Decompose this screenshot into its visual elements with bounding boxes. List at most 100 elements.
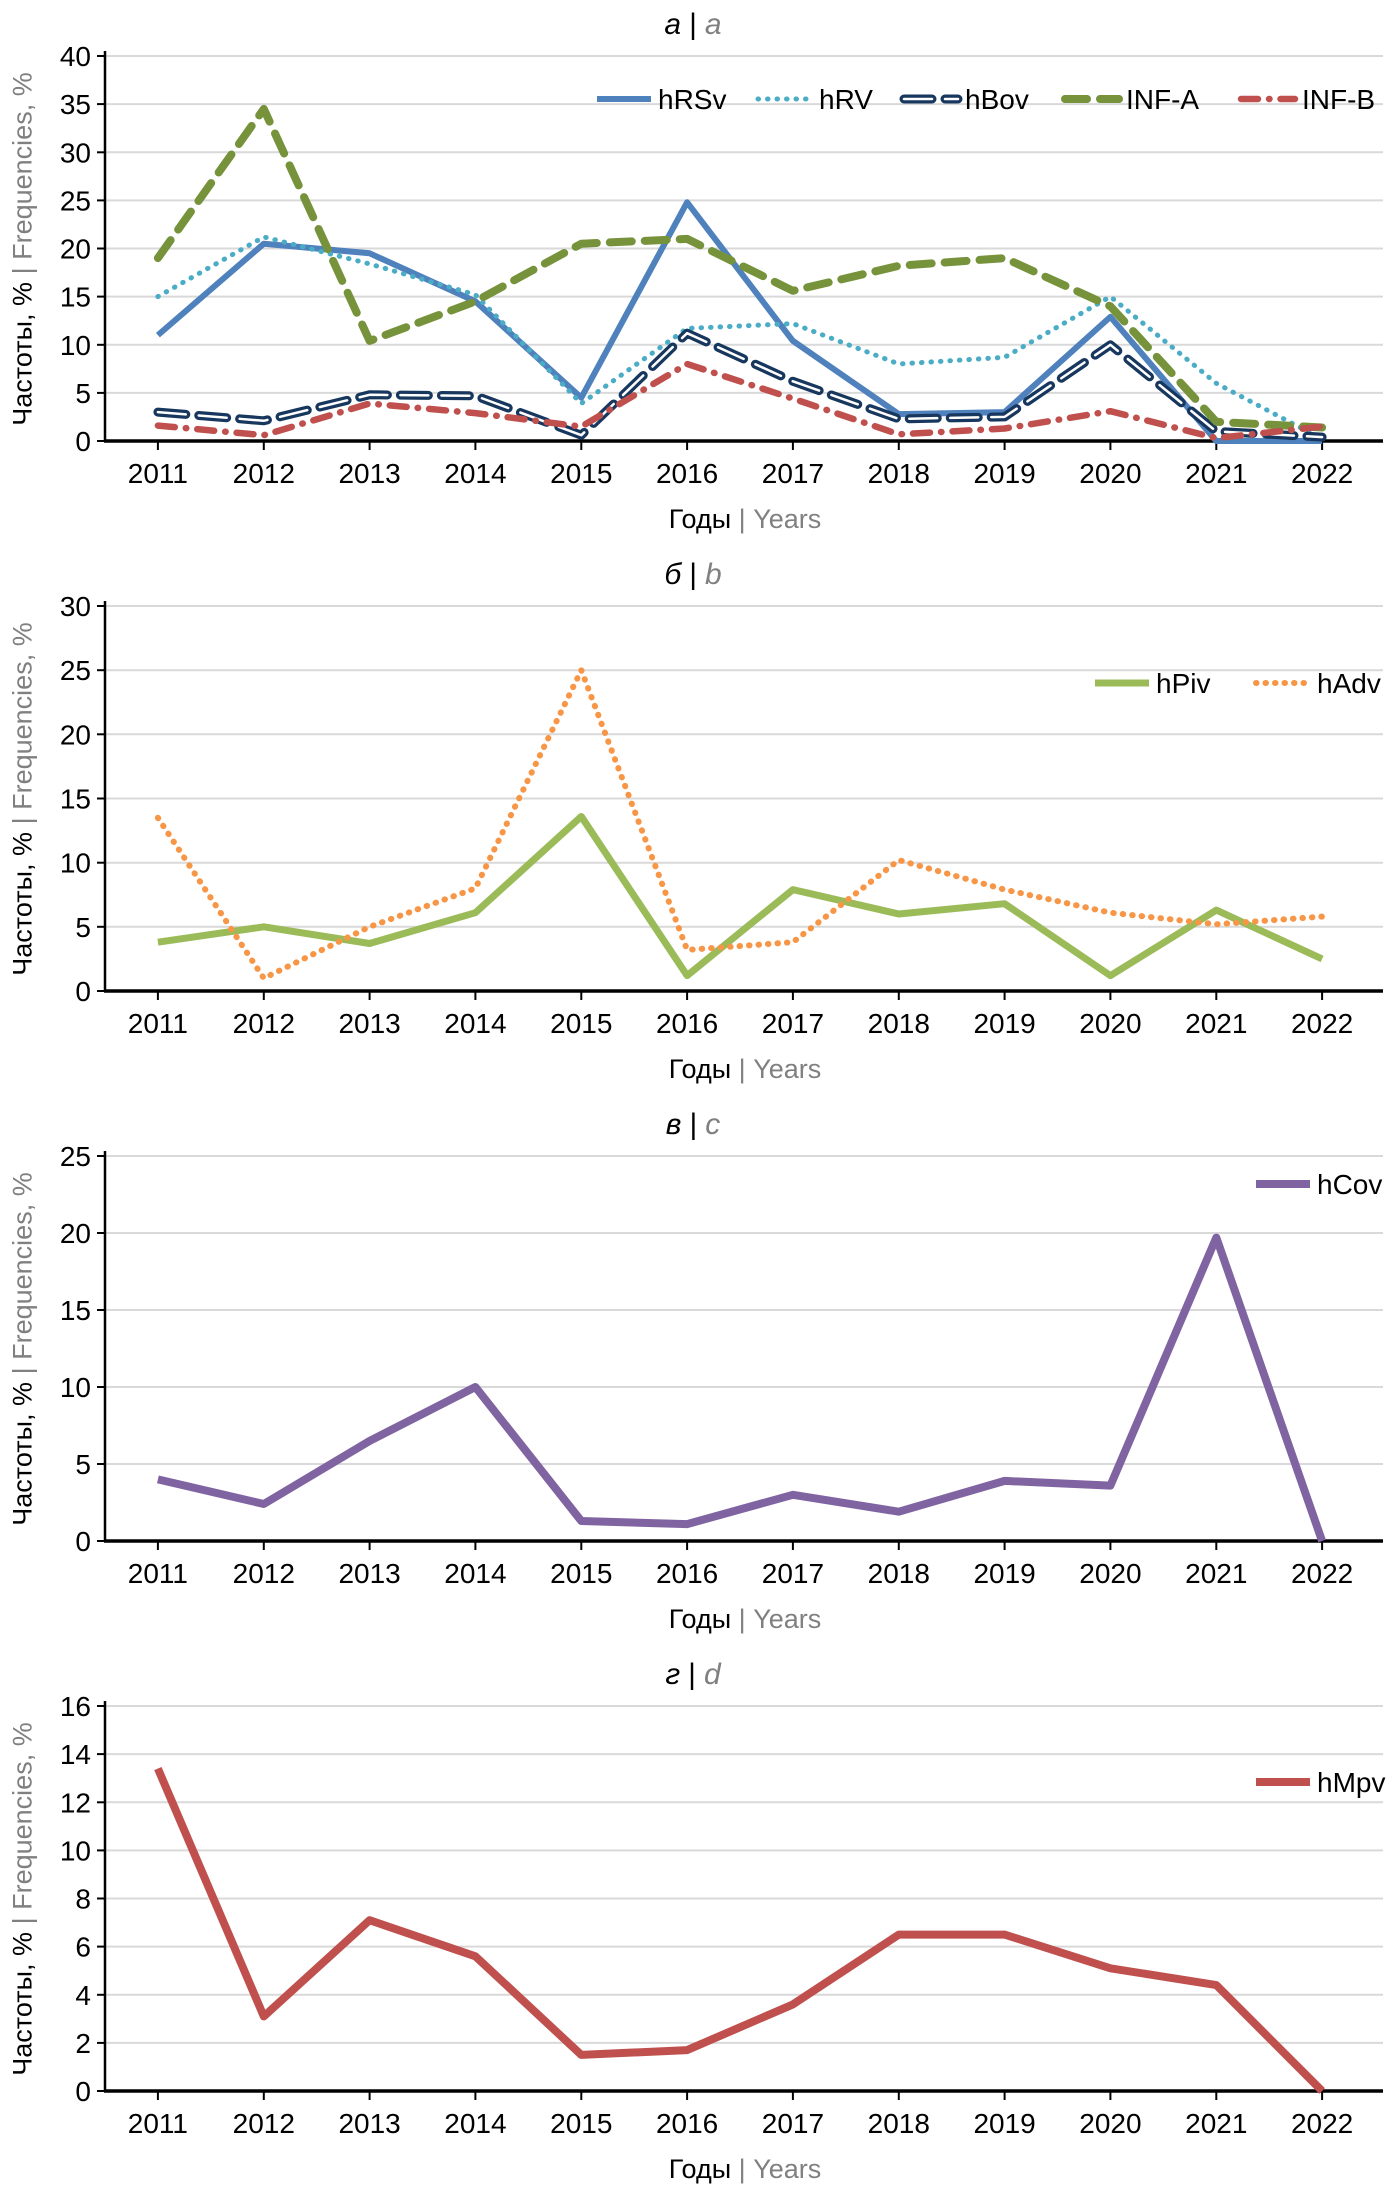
- chart-panel-c: в | c Частоты, % | Frequencies, % 0 5 10 15 20…: [0, 1100, 1386, 1650]
- x-tick-label: 2022: [1291, 1558, 1353, 1589]
- chart-title-d-en: d: [703, 1658, 721, 1691]
- chart-body-c: Частоты, % | Frequencies, % 0 5 10 15 20 25 20…: [0, 1144, 1386, 1599]
- plot-area-d: 0 2 4 6 8 10 12 14 16 2011 2012 2013 2014 2015 2016 201…: [60, 1694, 1386, 2139]
- y-tick-label: 20: [60, 719, 91, 750]
- y-tick-label: 25: [60, 185, 91, 216]
- y-axis-title-a-en: Frequencies, %: [7, 72, 38, 260]
- chart-title-b-en: b: [704, 558, 722, 591]
- chart-title-a: а | a: [0, 6, 1386, 44]
- legend-label-INF-A: INF-A: [1126, 84, 1199, 115]
- y-axis-title-d-sep: |: [7, 1917, 38, 1925]
- legend-label-hAdv: hAdv: [1317, 668, 1381, 699]
- chart-title-b-sep: |: [689, 558, 697, 591]
- plot-area-a: 0 5 10 15 20 25 30 35 40 2011 2012 2013 2014 2015 2016…: [60, 44, 1383, 489]
- x-tick-label: 2018: [868, 1558, 930, 1589]
- x-axis-title-c-sep: |: [738, 1604, 746, 1634]
- x-tick-label: 2018: [868, 1008, 930, 1039]
- y-tick-label: 10: [60, 848, 91, 879]
- x-tick-label: 2013: [338, 1558, 400, 1589]
- y-axis-title-a: Частоты, % | Frequencies, %: [0, 44, 46, 499]
- x-tick-label: 2012: [233, 458, 295, 489]
- x-tick-label: 2011: [128, 1008, 188, 1039]
- y-tick-label: 15: [60, 282, 91, 313]
- x-tick-label: 2014: [444, 1008, 506, 1039]
- x-tick-label: 2015: [550, 2108, 612, 2139]
- series-line-core-hBov: [156, 331, 1324, 439]
- x-tick-label: 2015: [550, 1558, 612, 1589]
- series-line-hPiv: [157, 813, 1324, 980]
- series-line-hRSv: [155, 199, 1323, 444]
- x-tick-label: 2022: [1291, 458, 1353, 489]
- x-tick-label: 2014: [444, 2108, 506, 2139]
- x-tick-label: 2018: [868, 458, 930, 489]
- x-axis-title-d-sep: |: [738, 2154, 746, 2184]
- x-tick-label: 2019: [973, 2108, 1035, 2139]
- legend-label-INF-B: INF-B: [1302, 84, 1375, 115]
- chart-title-b-ru: б: [664, 558, 682, 591]
- x-axis-title-d-ru: Годы: [668, 2154, 732, 2184]
- x-axis-title-b-ru: Годы: [668, 1054, 732, 1084]
- chart-title-c: в | c: [0, 1106, 1386, 1144]
- y-tick-label: 2: [75, 2028, 91, 2059]
- x-tick-label: 2019: [973, 458, 1035, 489]
- x-axis-title-b-sep: |: [738, 1054, 746, 1084]
- x-axis-title-c: Годы | Years: [0, 1599, 1386, 1643]
- y-tick-label: 10: [60, 330, 91, 361]
- y-tick-label: 10: [60, 1835, 91, 1866]
- series-line-hMpv: [154, 1767, 1325, 2094]
- x-tick-label: 2020: [1079, 1558, 1141, 1589]
- series-line-INF-B: [154, 360, 1326, 442]
- x-tick-label: 2012: [233, 2108, 295, 2139]
- x-tick-label: 2021: [1185, 2108, 1247, 2139]
- chart-title-a-ru: а: [664, 8, 682, 41]
- chart-body-d: Частоты, % | Frequencies, % 0 2 4 6 8 10 12 14 1…: [0, 1694, 1386, 2149]
- y-axis-title-a-text: Частоты, % | Frequencies, %: [8, 72, 39, 425]
- y-tick-label: 4: [75, 1980, 91, 2011]
- y-tick-label: 15: [60, 1295, 91, 1326]
- x-tick-label: 2012: [233, 1008, 295, 1039]
- y-tick-label: 10: [60, 1372, 91, 1403]
- x-tick-label: 2014: [444, 458, 506, 489]
- chart-panel-b: б | b Частоты, % | Frequencies, % 0 5 10 15 20…: [0, 550, 1386, 1100]
- chart-title-d-sep: |: [688, 1658, 696, 1691]
- legend-label-hMpv: hMpv: [1317, 1767, 1385, 1798]
- x-tick-label: 2021: [1185, 1558, 1247, 1589]
- y-tick-label: 20: [60, 1218, 91, 1249]
- legend-label-hRV: hRV: [819, 84, 873, 115]
- chart-title-c-sep: |: [689, 1108, 698, 1141]
- plot-area-c: 0 5 10 15 20 25 2011 2012 2013 2014 2015 2016 2017 20…: [60, 1144, 1383, 1589]
- x-tick-label: 2017: [762, 2108, 824, 2139]
- y-axis-title-c-en: Frequencies, %: [7, 1172, 38, 1360]
- x-tick-label: 2020: [1079, 1008, 1141, 1039]
- y-axis-title-b: Частоты, % | Frequencies, %: [0, 594, 46, 1049]
- chart-title-d: г | d: [0, 1656, 1386, 1694]
- chart-title-a-en: a: [704, 8, 722, 41]
- y-axis-title-d-text: Частоты, % | Frequencies, %: [8, 1722, 39, 2075]
- x-tick-label: 2021: [1185, 458, 1247, 489]
- x-axis-title-a-sep: |: [738, 504, 746, 534]
- legend-label-hRSv: hRSv: [658, 84, 726, 115]
- chart-title-d-ru: г: [665, 1658, 681, 1691]
- x-axis-title-a-ru: Годы: [668, 504, 732, 534]
- y-tick-label: 16: [60, 1694, 91, 1722]
- y-axis-title-a-sep: |: [7, 267, 38, 275]
- x-axis-title-c-ru: Годы: [668, 1604, 732, 1634]
- y-tick-label: 25: [60, 655, 91, 686]
- chart-title-b: б | b: [0, 556, 1386, 594]
- y-axis-title-d-ru: Частоты, %: [7, 1931, 38, 2076]
- y-axis-title-b-sep: |: [7, 817, 38, 825]
- x-tick-label: 2016: [656, 458, 718, 489]
- x-tick-label: 2018: [868, 2108, 930, 2139]
- y-axis-title-c-sep: |: [7, 1367, 38, 1375]
- x-tick-label: 2016: [656, 1008, 718, 1039]
- x-tick-label: 2022: [1291, 1008, 1353, 1039]
- chart-panel-a: а | a Частоты, % | Frequencies, % 0 5 10 15 20…: [0, 0, 1386, 550]
- legend-label-hCov: hCov: [1317, 1169, 1382, 1200]
- plot-area-b: 0 5 10 15 20 25 30 2011 2012 2013 2014 2015 2016 2017…: [60, 594, 1383, 1039]
- x-tick-label: 2017: [762, 458, 824, 489]
- y-axis-title-c-text: Частоты, % | Frequencies, %: [8, 1172, 39, 1525]
- y-tick-label: 25: [60, 1144, 91, 1172]
- y-tick-label: 0: [75, 1526, 91, 1557]
- y-axis-title-b-text: Частоты, % | Frequencies, %: [8, 622, 39, 975]
- x-tick-label: 2014: [444, 1558, 506, 1589]
